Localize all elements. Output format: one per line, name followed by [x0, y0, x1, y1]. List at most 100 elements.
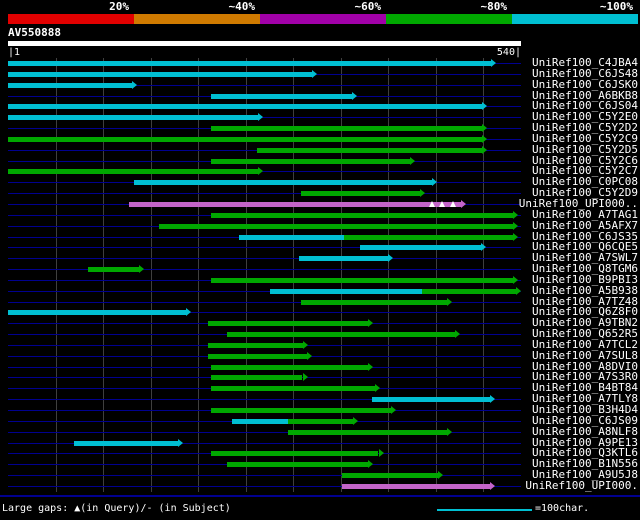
- hit-label[interactable]: UniRef100_B9PBI3: [532, 272, 638, 286]
- alignment-bar[interactable]: [238, 234, 345, 240]
- alignment-bar[interactable]: [128, 201, 462, 207]
- alignment-bar[interactable]: [342, 483, 490, 489]
- alignment-bar[interactable]: [227, 462, 369, 468]
- hit-label[interactable]: UniRef100_UPI000..: [518, 196, 638, 210]
- hit-label[interactable]: UniRef100_B1N556: [532, 457, 638, 471]
- row-line: [8, 475, 521, 477]
- alignment-bar-arrow-icon: [257, 113, 263, 122]
- hit-label[interactable]: UniRef100_A5AFX7: [532, 218, 638, 232]
- hit-label[interactable]: UniRef100_A7SUL8: [532, 348, 638, 362]
- hit-label[interactable]: UniRef100_A5B938: [532, 283, 638, 297]
- alignment-bar-arrow-icon: [482, 102, 488, 111]
- hit-label[interactable]: UniRef100_A8NLF8: [532, 424, 638, 438]
- hit-label[interactable]: UniRef100_C0PC08: [532, 175, 638, 189]
- alignment-bar[interactable]: [8, 310, 186, 316]
- hit-label[interactable]: UniRef100_Q3KTL6: [532, 446, 638, 460]
- hit-label[interactable]: UniRef100_A7TCL2: [532, 337, 638, 351]
- hit-label[interactable]: UniRef100_Q6CQE5: [532, 240, 638, 254]
- alignment-bar[interactable]: [211, 386, 375, 392]
- alignment-bar[interactable]: [232, 418, 289, 424]
- alignment-bar[interactable]: [8, 61, 491, 66]
- alignment-bar[interactable]: [256, 147, 483, 153]
- alignment-bar-arrow-icon: [516, 286, 522, 295]
- alignment-bar[interactable]: [270, 288, 423, 294]
- alignment-bar[interactable]: [422, 288, 517, 294]
- hit-label[interactable]: UniRef100_Q8TGM6: [532, 262, 638, 276]
- alignment-bar[interactable]: [211, 93, 352, 99]
- gap-marker-icon: [439, 200, 446, 207]
- alignment-row: UniRef100_Q652R5: [0, 327, 640, 341]
- alignment-bar-arrow-icon: [302, 373, 308, 382]
- alignment-bar[interactable]: [211, 408, 391, 413]
- hit-label[interactable]: UniRef100_B4BT84: [532, 381, 638, 395]
- hit-label[interactable]: UniRef100_C6JS35: [532, 229, 638, 243]
- ruler-start-label: |1: [8, 47, 21, 58]
- hit-label[interactable]: UniRef100_C5Y2D9: [532, 186, 638, 200]
- hit-label[interactable]: UniRef100_A7S3R0: [532, 370, 638, 384]
- alignment-bar[interactable]: [87, 267, 140, 273]
- alignment-bar[interactable]: [288, 418, 353, 424]
- alignment-bar[interactable]: [207, 342, 303, 348]
- alignment-bar[interactable]: [211, 277, 514, 283]
- scale-segment: [386, 14, 512, 24]
- alignment-bar[interactable]: [371, 397, 490, 403]
- alignment-row: UniRef100_C0PC08: [0, 175, 640, 189]
- hit-label[interactable]: UniRef100_C5Y2D2: [532, 121, 638, 135]
- hit-label[interactable]: UniRef100_C6JSK0: [532, 77, 638, 91]
- hit-label[interactable]: UniRef100_A7TZ48: [532, 294, 638, 308]
- alignment-bar[interactable]: [211, 158, 410, 164]
- hit-label[interactable]: UniRef100_C4JBA4: [532, 56, 638, 69]
- alignment-bar[interactable]: [359, 245, 482, 251]
- plot-gridlines: [0, 58, 640, 492]
- alignment-bar[interactable]: [211, 212, 514, 218]
- alignment-bar[interactable]: [8, 115, 258, 121]
- alignment-bar[interactable]: [8, 169, 258, 175]
- alignment-bar[interactable]: [8, 71, 312, 77]
- hit-label[interactable]: UniRef100_A7TLY8: [532, 392, 638, 406]
- ruler: |1 540|: [8, 47, 521, 58]
- hit-label[interactable]: UniRef100_A8DVI0: [532, 359, 638, 373]
- hit-label[interactable]: UniRef100_C5Y2D5: [532, 142, 638, 156]
- alignment-bar[interactable]: [298, 256, 388, 262]
- alignment-bar[interactable]: [300, 299, 447, 305]
- hit-label[interactable]: UniRef100_C5Y2C7: [532, 164, 638, 178]
- alignment-row: UniRef100_A7SWL7: [0, 251, 640, 265]
- alignment-bar[interactable]: [211, 126, 483, 132]
- alignment-bar[interactable]: [211, 364, 369, 370]
- alignment-bar[interactable]: [207, 321, 369, 327]
- hit-label[interactable]: UniRef100_C5Y2C9: [532, 131, 638, 145]
- alignment-bar[interactable]: [342, 473, 439, 479]
- alignment-bar[interactable]: [73, 440, 179, 446]
- hit-label[interactable]: UniRef100_A9PE13: [532, 435, 638, 449]
- hit-label[interactable]: UniRef100_B3H4D4: [532, 403, 638, 416]
- hit-label[interactable]: UniRef100_A9TBN2: [532, 316, 638, 330]
- hit-label[interactable]: UniRef100_A7TAG1: [532, 207, 638, 221]
- hit-label[interactable]: UniRef100_Q6Z8F0: [532, 305, 638, 319]
- alignment-bar[interactable]: [288, 429, 447, 435]
- hit-label[interactable]: UniRef100_C5Y2E0: [532, 110, 638, 124]
- hit-label[interactable]: UniRef100_UPI000.: [525, 478, 638, 492]
- hit-label[interactable]: UniRef100_C6JS48: [532, 66, 638, 80]
- hit-label[interactable]: UniRef100_A9U5J8: [532, 468, 638, 482]
- hit-label[interactable]: UniRef100_C6JS04: [532, 99, 638, 113]
- hit-label[interactable]: UniRef100_A6BKB8: [532, 88, 638, 102]
- ruler-end-label: 540|: [496, 47, 521, 58]
- hit-label[interactable]: UniRef100_C6JS09: [532, 413, 638, 427]
- alignment-bar[interactable]: [159, 223, 514, 229]
- alignment-bar[interactable]: [211, 451, 379, 457]
- alignment-bar[interactable]: [207, 353, 308, 359]
- gridline: [198, 58, 199, 492]
- hit-label[interactable]: UniRef100_C5Y2C6: [532, 153, 638, 167]
- alignment-bar[interactable]: [211, 375, 303, 381]
- alignment-bar[interactable]: [134, 180, 432, 186]
- alignment-bar[interactable]: [8, 104, 483, 110]
- alignment-bar[interactable]: [300, 191, 421, 197]
- alignment-bar-arrow-icon: [513, 210, 519, 219]
- alignment-bar[interactable]: [227, 332, 456, 338]
- row-line: [8, 312, 521, 314]
- alignment-bar[interactable]: [344, 234, 514, 240]
- alignment-bar[interactable]: [8, 136, 483, 142]
- hit-label[interactable]: UniRef100_Q652R5: [532, 327, 638, 341]
- alignment-bar[interactable]: [8, 82, 132, 88]
- hit-label[interactable]: UniRef100_A7SWL7: [532, 251, 638, 265]
